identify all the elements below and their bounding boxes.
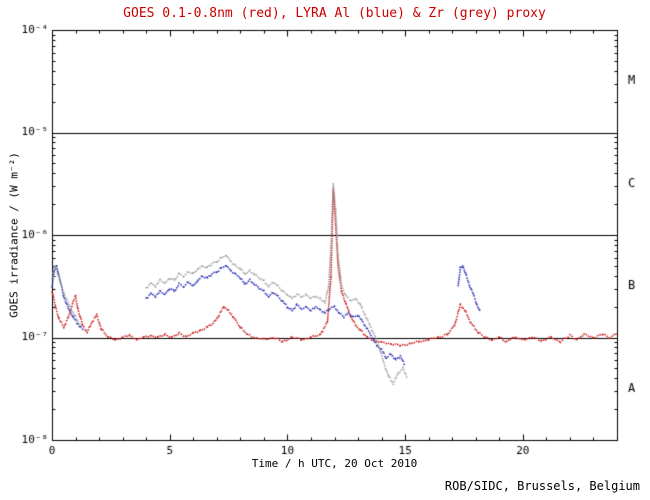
x-axis-label: Time / h UTC, 20 Oct 2010 [251, 457, 418, 470]
credit-text: ROB/SIDC, Brussels, Belgium [444, 479, 640, 493]
y-axis-label: GOES irradiance / (W m⁻²) [7, 152, 21, 318]
chart-title: GOES 0.1-0.8nm (red), LYRA Al (blue) & Z… [123, 6, 546, 21]
